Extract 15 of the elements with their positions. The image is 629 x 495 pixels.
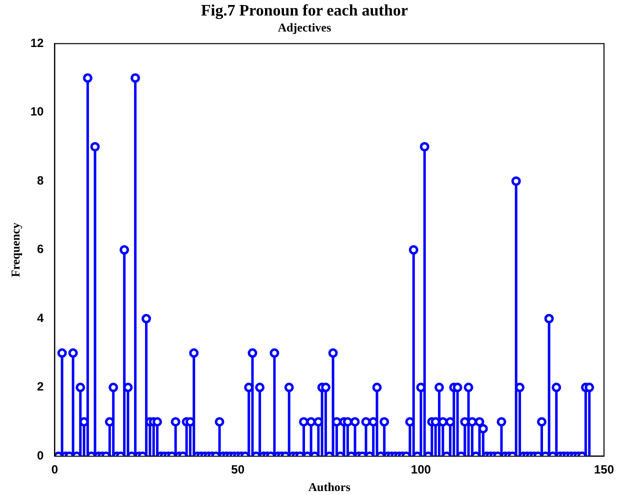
chart-title: Fig.7 Pronoun for each author xyxy=(201,2,408,20)
x-axis-title: Authors xyxy=(308,480,351,494)
y-tick-label: 6 xyxy=(37,242,44,256)
x-tick-label: 150 xyxy=(594,462,614,477)
chart-subtitle: Adjectives xyxy=(278,20,332,34)
y-tick-label: 12 xyxy=(30,36,44,50)
x-tick-label: 100 xyxy=(410,462,432,477)
y-tick-label: 8 xyxy=(37,173,44,188)
x-tick-label: 50 xyxy=(231,462,245,477)
x-tick-label: 0 xyxy=(51,462,58,477)
y-tick-label: 2 xyxy=(37,380,44,394)
y-axis-title: Frequency xyxy=(8,222,22,278)
y-tick-label: 4 xyxy=(37,310,44,325)
y-tick-label: 10 xyxy=(30,104,44,119)
y-tick-label: 0 xyxy=(37,448,44,463)
